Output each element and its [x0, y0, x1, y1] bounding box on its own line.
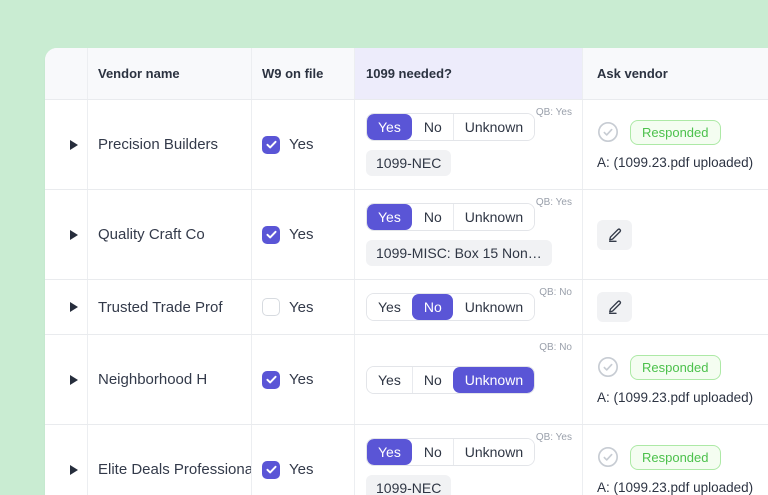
form-type-chip[interactable]: 1099-NEC — [366, 475, 452, 495]
responded-badge[interactable]: Responded — [630, 354, 721, 380]
vendor-name: Elite Deals Professional — [98, 461, 252, 478]
segment-yes[interactable]: Yes — [367, 366, 412, 393]
w9-checkbox-label: Yes — [289, 371, 314, 388]
vendor-answer-text: A: (1099.23.pdf uploaded) — [597, 479, 754, 495]
needed-1099-segmented-control: Yes No Unknown — [366, 438, 536, 466]
segment-yes[interactable]: Yes — [367, 439, 412, 465]
segment-yes[interactable]: Yes — [367, 114, 412, 140]
edit-ask-vendor-button[interactable] — [597, 292, 632, 322]
segment-unknown[interactable]: Unknown — [452, 366, 535, 393]
vendor-name: Neighborhood H — [98, 371, 208, 388]
expand-arrow-icon — [70, 302, 78, 312]
needed-1099-segmented-control: Yes No Unknown — [366, 365, 536, 394]
qb-hint-label: QB: No — [539, 342, 572, 353]
segment-no[interactable]: No — [411, 204, 453, 230]
expand-arrow-icon — [70, 374, 78, 385]
segment-no[interactable]: No — [411, 366, 453, 393]
needed-1099-segmented-control: Yes No Unknown — [366, 293, 536, 321]
checkmark-icon — [265, 230, 277, 239]
segment-unknown[interactable]: Unknown — [452, 114, 535, 140]
expand-row-button[interactable] — [45, 280, 88, 334]
table-row: Neighborhood H Yes QB: No Yes No Unknown… — [45, 335, 768, 425]
expand-arrow-icon — [70, 464, 78, 475]
table-row: Precision Builders Yes QB: Yes Yes No Un… — [45, 100, 768, 190]
expand-arrow-icon — [70, 139, 78, 150]
header-ask-vendor: Ask vendor — [597, 66, 668, 81]
expand-row-button[interactable] — [45, 335, 88, 424]
segment-unknown[interactable]: Unknown — [452, 439, 535, 465]
vendor-name: Trusted Trade Prof — [98, 298, 223, 316]
vendor-answer-text: A: (1099.23.pdf uploaded) — [597, 389, 754, 405]
expand-row-button[interactable] — [45, 190, 88, 279]
pencil-icon — [608, 228, 621, 242]
qb-hint-label: QB: No — [539, 287, 572, 298]
w9-checkbox-label: Yes — [289, 461, 314, 478]
expand-row-button[interactable] — [45, 100, 88, 189]
w9-checkbox[interactable] — [262, 460, 280, 479]
segment-yes[interactable]: Yes — [367, 204, 412, 230]
vendor-name: Quality Craft Co — [98, 226, 205, 243]
vendor-name: Precision Builders — [98, 136, 219, 153]
w9-checkbox-label: Yes — [289, 226, 314, 243]
w9-checkbox[interactable] — [262, 298, 280, 316]
pencil-icon — [608, 300, 621, 314]
w9-checkbox-label: Yes — [289, 136, 314, 153]
vendor-table-card: Vendor name W9 on file 1099 needed? Ask … — [45, 48, 768, 495]
check-circle-icon — [598, 447, 618, 467]
table-row: Trusted Trade Prof Yes QB: No Yes No Unk… — [45, 280, 768, 335]
table-row: Quality Craft Co Yes QB: Yes Yes No Unkn… — [45, 190, 768, 280]
checkmark-icon — [265, 465, 277, 474]
needed-1099-segmented-control: Yes No Unknown — [366, 203, 536, 231]
check-circle-icon — [598, 122, 618, 142]
checkmark-icon — [265, 375, 277, 384]
form-type-chip[interactable]: 1099-MISC: Box 15 Non… — [366, 240, 552, 266]
responded-badge[interactable]: Responded — [630, 119, 721, 145]
w9-checkbox[interactable] — [262, 225, 280, 244]
w9-checkbox[interactable] — [262, 370, 280, 389]
needed-1099-segmented-control: Yes No Unknown — [366, 113, 536, 141]
segment-yes[interactable]: Yes — [367, 294, 412, 320]
table-row: Elite Deals Professional Yes QB: Yes Yes… — [45, 425, 768, 495]
segment-no[interactable]: No — [411, 114, 453, 140]
checkmark-icon — [265, 140, 277, 149]
segment-no[interactable]: No — [411, 439, 453, 465]
check-circle-icon — [598, 357, 618, 377]
header-1099-needed: 1099 needed? — [355, 48, 583, 99]
qb-hint-label: QB: Yes — [535, 197, 572, 208]
table-header-row: Vendor name W9 on file 1099 needed? Ask … — [45, 48, 768, 100]
edit-ask-vendor-button[interactable] — [597, 219, 632, 250]
w9-checkbox[interactable] — [262, 135, 280, 154]
segment-unknown[interactable]: Unknown — [452, 294, 535, 320]
expand-arrow-icon — [70, 229, 78, 240]
header-expander — [45, 48, 88, 99]
header-w9-on-file: W9 on file — [252, 48, 355, 99]
qb-hint-label: QB: Yes — [535, 107, 572, 118]
responded-badge[interactable]: Responded — [630, 444, 721, 470]
w9-checkbox-label: Yes — [289, 298, 314, 316]
segment-unknown[interactable]: Unknown — [452, 204, 535, 230]
expand-row-button[interactable] — [45, 425, 88, 495]
form-type-chip[interactable]: 1099-NEC — [366, 150, 452, 176]
segment-no[interactable]: No — [411, 294, 453, 320]
header-vendor-name: Vendor name — [88, 48, 252, 99]
qb-hint-label: QB: Yes — [535, 432, 572, 443]
vendor-answer-text: A: (1099.23.pdf uploaded) — [597, 154, 754, 170]
